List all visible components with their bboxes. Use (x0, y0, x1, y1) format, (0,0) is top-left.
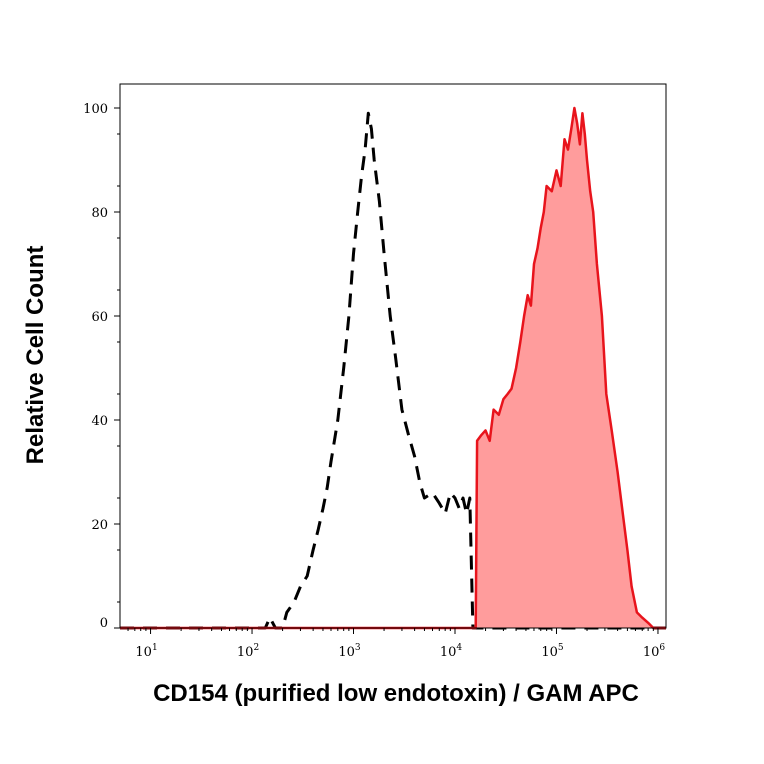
x-tick-label: 101 (135, 643, 157, 660)
y-tick-label: 0 (100, 616, 108, 631)
axes: 101 102 103 104 105 106 0 20 40 60 80 100 (83, 83, 667, 660)
plot-area (120, 106, 666, 630)
series-1-line (120, 111, 666, 630)
x-tick-label: 103 (338, 643, 361, 660)
series-2-line (120, 106, 666, 630)
y-axis-title: Relative Cell Count (22, 246, 49, 465)
plot-frame (119, 83, 667, 629)
y-tick-label: 40 (91, 414, 108, 429)
series-2-fill (120, 108, 666, 628)
x-tick-label: 104 (440, 643, 463, 660)
x-tick-label: 102 (237, 643, 259, 660)
y-tick-label: 100 (83, 102, 108, 117)
x-axis-title: CD154 (purified low endotoxin) / GAM APC (153, 680, 639, 707)
y-tick-label: 20 (91, 518, 108, 533)
x-tick-label: 105 (541, 643, 564, 660)
y-tick-label: 80 (91, 206, 108, 221)
y-tick-label: 60 (91, 310, 108, 325)
x-tick-label: 106 (643, 643, 666, 660)
